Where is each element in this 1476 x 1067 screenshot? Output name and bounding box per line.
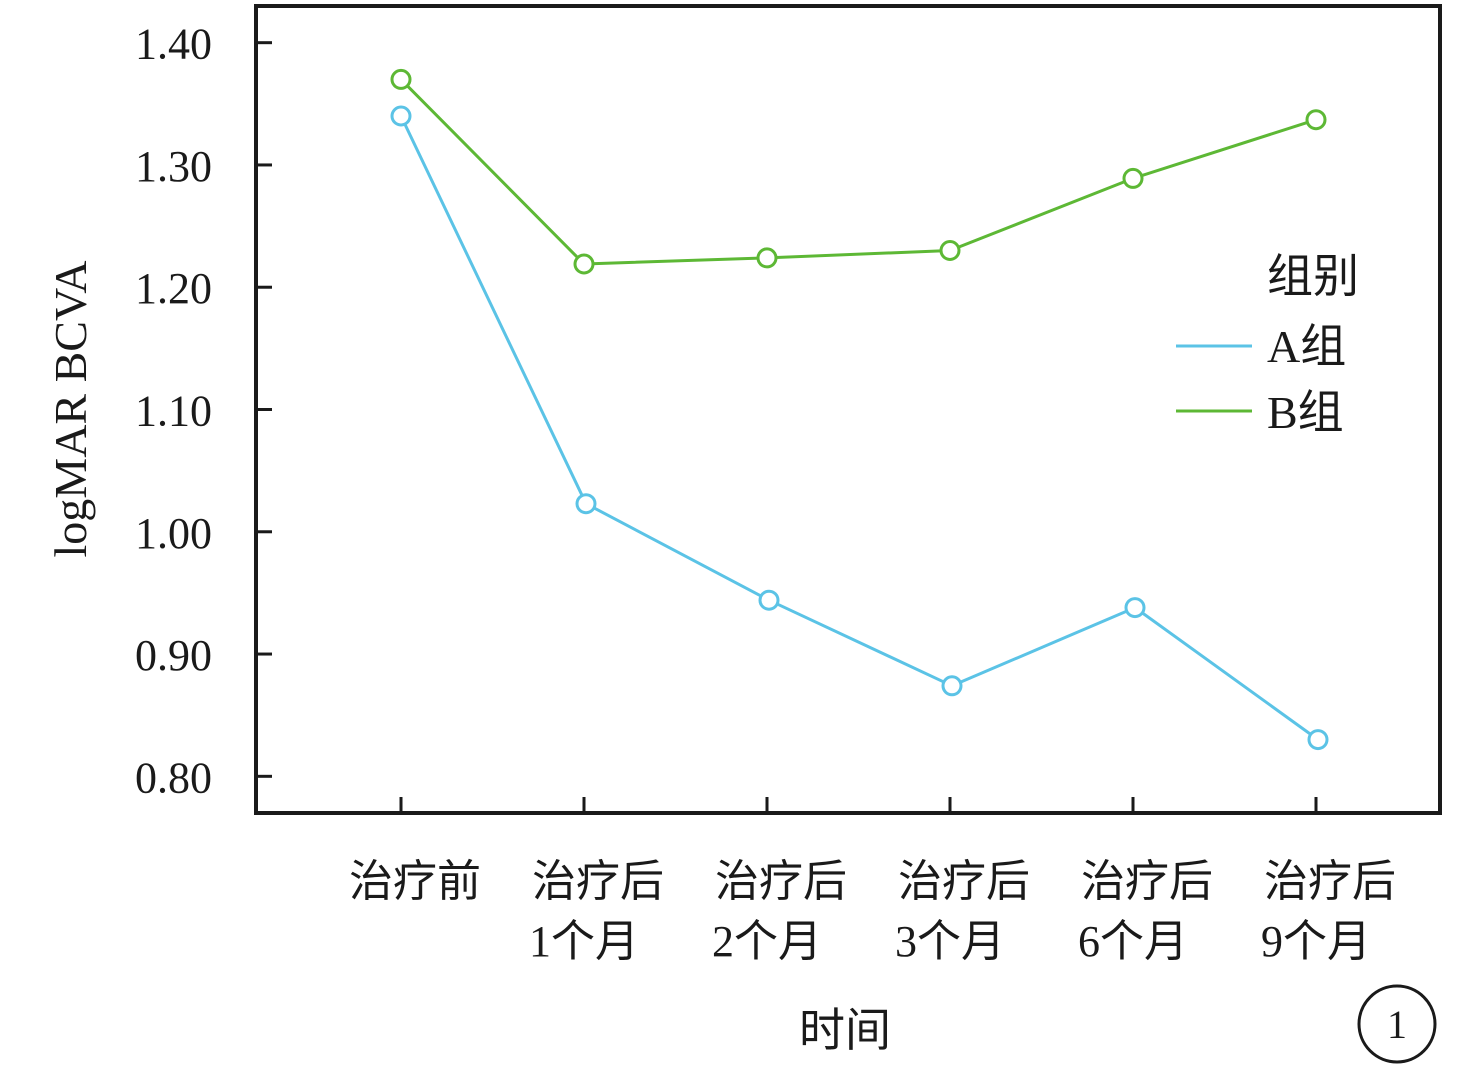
legend: 组别 A组 B组: [1176, 251, 1359, 438]
x-tick-label: 治疗后: [715, 857, 847, 906]
legend-title: 组别: [1267, 251, 1359, 302]
x-tick-label: 治疗后: [1264, 857, 1396, 906]
x-tick-label: 9个月: [1261, 917, 1371, 966]
data-point: [1307, 729, 1329, 751]
x-tick-label: 治疗前: [349, 857, 481, 906]
panel-badge-circle: [1357, 984, 1437, 1064]
x-tick-label: 6个月: [1078, 917, 1188, 966]
x-tick-label: 治疗后: [898, 857, 1030, 906]
y-tick-label: 0.90: [135, 631, 212, 680]
y-tick-label: 1.30: [135, 142, 212, 191]
data-point: [390, 68, 412, 90]
y-axis: 0.80 0.90 1.00 1.10 1.20 1.30 1.40: [135, 20, 272, 802]
panel-badge: 1: [1357, 984, 1437, 1064]
x-tick-label: 治疗后: [532, 857, 664, 906]
plot-frame: [254, 4, 1442, 815]
data-point: [941, 675, 963, 697]
legend-entry-a: A组: [1267, 321, 1346, 372]
data-point: [1122, 167, 1144, 189]
data-point: [573, 253, 595, 275]
series-line-b: [399, 78, 1317, 266]
data-point: [1124, 597, 1146, 619]
y-tick-label: 1.10: [135, 387, 212, 436]
x-axis-title: 时间: [799, 1005, 891, 1056]
data-point: [575, 493, 597, 515]
y-tick-label: 1.00: [135, 509, 212, 558]
y-tick-label: 1.40: [135, 20, 212, 69]
x-tick-label: 治疗后: [1081, 857, 1213, 906]
legend-entry-b: B组: [1267, 387, 1344, 438]
data-point: [939, 240, 961, 261]
series-layer: [390, 68, 1329, 751]
y-tick-label: 0.80: [135, 753, 212, 802]
y-tick-label: 1.20: [135, 264, 212, 313]
data-point: [390, 105, 412, 127]
data-point: [756, 247, 778, 269]
x-tick-label: 3个月: [895, 917, 1005, 966]
x-tick-label: 1个月: [529, 917, 639, 966]
data-point: [1305, 109, 1327, 131]
x-tick-label: 2个月: [712, 917, 822, 966]
series-line-a: [399, 115, 1319, 741]
panel-badge-label: 1: [1387, 1002, 1407, 1047]
data-point: [758, 589, 780, 611]
y-axis-title: logMAR BCVA: [45, 261, 96, 558]
